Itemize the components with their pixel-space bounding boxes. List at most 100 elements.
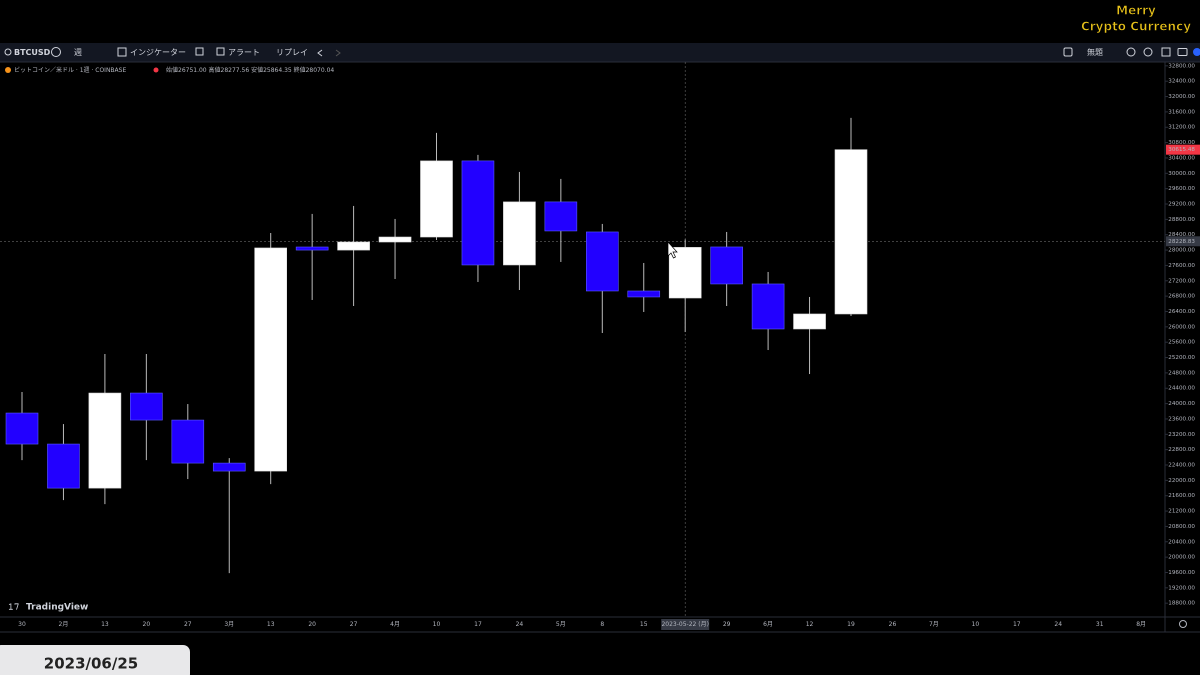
toolbar [0, 43, 1200, 62]
x-tick-label: 27 [184, 621, 192, 628]
templates-button[interactable] [195, 47, 204, 56]
candle-body [544, 201, 578, 232]
mouse-cursor [667, 241, 678, 259]
candle-body [834, 149, 868, 315]
y-tick-label: 25600.00 [1168, 340, 1195, 346]
y-tick-label: 28800.00 [1168, 217, 1195, 223]
interval[interactable]: 週 [74, 47, 82, 57]
indicators-icon[interactable] [117, 47, 127, 57]
y-tick-label: 24800.00 [1168, 370, 1195, 376]
x-tick-label: 13 [101, 621, 109, 628]
candle-body [627, 290, 661, 298]
y-tick-label: 32800.00 [1168, 63, 1195, 69]
time-zone-button[interactable] [1179, 620, 1187, 628]
y-tick-label: 28000.00 [1168, 248, 1195, 254]
x-tick-label: 20 [143, 621, 151, 628]
candle-body [378, 236, 412, 243]
indicators-button[interactable]: インジケーター [130, 48, 186, 57]
y-tick-label: 18800.00 [1168, 601, 1195, 607]
y-tick-label: 31600.00 [1168, 109, 1195, 115]
y-tick-label: 30000.00 [1168, 171, 1195, 177]
y-tick-label: 21200.00 [1168, 509, 1195, 515]
alert-button[interactable]: アラート [228, 48, 260, 57]
x-tick-label: 24 [1054, 621, 1062, 628]
candle-body [254, 247, 287, 472]
undo-button[interactable] [317, 49, 323, 57]
x-tick-label: 24 [516, 621, 524, 628]
x-tick-label: 13 [267, 621, 275, 628]
layout-icon[interactable] [1063, 47, 1073, 57]
market-status [153, 67, 159, 73]
y-tick-label: 20400.00 [1168, 539, 1195, 545]
x-tick-label: 15 [640, 621, 648, 628]
crosshair-price-label: 28228.83 [1168, 239, 1195, 245]
y-tick-label: 19200.00 [1168, 585, 1195, 591]
search-icon[interactable] [4, 48, 12, 56]
x-tick-label: 8 [600, 621, 604, 628]
y-tick-label: 32400.00 [1168, 79, 1195, 85]
candle-body [171, 419, 205, 464]
y-tick-label: 30400.00 [1168, 155, 1195, 161]
candle-body [130, 392, 163, 421]
x-tick-label: 30 [18, 621, 26, 628]
legend-title: ビットコイン／米ドル · 1週 · COINBASE [14, 66, 126, 74]
compare-button[interactable] [51, 47, 61, 57]
x-tick-label: 8月 [1136, 621, 1146, 628]
brand-name: TradingView [26, 603, 88, 613]
candle-body [212, 462, 246, 472]
y-tick-label: 19600.00 [1168, 570, 1195, 576]
candle-body [710, 246, 743, 285]
y-tick-label: 27200.00 [1168, 278, 1195, 284]
publish-button[interactable] [1193, 48, 1200, 56]
x-tick-label: 5月 [556, 621, 566, 628]
x-tick-label: 19 [847, 621, 855, 628]
symbol[interactable]: BTCUSD [14, 48, 51, 57]
current-price-label: 30615.48 [1168, 147, 1195, 153]
x-tick-label: 2月 [59, 621, 69, 628]
redo-button[interactable] [335, 49, 341, 57]
y-tick-label: 28400.00 [1168, 232, 1195, 238]
x-tick-label: 12 [806, 621, 814, 628]
symbol-logo [5, 67, 11, 73]
x-tick-label: 10 [972, 621, 980, 628]
y-tick-label: 22800.00 [1168, 447, 1195, 453]
screenshot-button[interactable] [1177, 48, 1188, 56]
y-tick-label: 20000.00 [1168, 555, 1195, 561]
x-tick-label: 20 [308, 621, 316, 628]
x-tick-label: 31 [1096, 621, 1104, 628]
y-tick-label: 29600.00 [1168, 186, 1195, 192]
y-tick-label: 26000.00 [1168, 324, 1195, 330]
replay-button[interactable]: リプレイ [276, 48, 308, 57]
x-tick-label: 29 [723, 621, 731, 628]
y-tick-label: 23600.00 [1168, 416, 1195, 422]
y-tick-label: 30800.00 [1168, 140, 1195, 146]
candle-body [337, 241, 370, 251]
x-tick-label: 4月 [390, 621, 400, 628]
y-tick-label: 26400.00 [1168, 309, 1195, 315]
candle-body [503, 201, 536, 266]
x-tick-label: 3月 [224, 621, 234, 628]
quick-search[interactable] [1126, 47, 1136, 57]
alert-icon[interactable] [216, 47, 225, 56]
y-tick-label: 25200.00 [1168, 355, 1195, 361]
y-tick-label: 29200.00 [1168, 202, 1195, 208]
layout-name[interactable]: 無題 [1087, 47, 1103, 57]
y-tick-label: 23200.00 [1168, 432, 1195, 438]
candle-body [793, 313, 826, 330]
candle-body [751, 283, 785, 330]
x-tick-label: 2023-05-22 (月) [661, 621, 708, 628]
date-tab-text: 2023/06/25 [44, 655, 138, 673]
current-price-box [1166, 144, 1200, 155]
y-tick-label: 32000.00 [1168, 94, 1195, 100]
brand-mark: 𝟷𝟽 [8, 603, 20, 613]
candle-body [585, 231, 619, 292]
x-tick-label: 26 [889, 621, 897, 628]
candle-body [461, 160, 495, 266]
settings-button[interactable] [1143, 47, 1153, 57]
x-tick-label: 7月 [929, 621, 939, 628]
x-tick-label: 17 [1013, 621, 1021, 628]
candle-body [295, 246, 329, 251]
candle-body [5, 412, 39, 445]
fullscreen-button[interactable] [1161, 47, 1171, 57]
